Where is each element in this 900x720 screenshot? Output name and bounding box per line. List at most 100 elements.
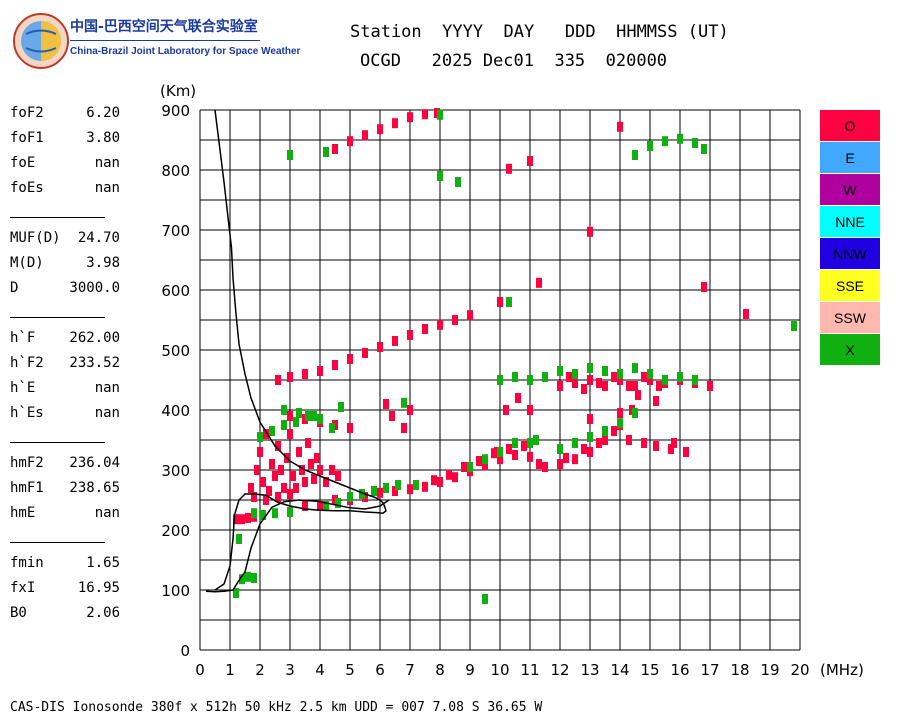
echo-point-x bbox=[527, 438, 533, 448]
echo-point-o bbox=[377, 342, 383, 352]
echo-point-o bbox=[557, 459, 563, 469]
echo-point-x bbox=[359, 489, 365, 499]
echo-point-o bbox=[566, 372, 572, 382]
echo-point-x bbox=[587, 363, 593, 373]
legend-item-nnw: NNW bbox=[820, 238, 880, 269]
echo-point-o bbox=[596, 378, 602, 388]
echo-point-o bbox=[572, 378, 578, 388]
param-row: foF2 6.20 bbox=[10, 105, 120, 125]
echo-point-o bbox=[263, 495, 269, 505]
echo-point-o bbox=[707, 381, 713, 391]
echo-point-o bbox=[581, 444, 587, 454]
param-label: hmF1 bbox=[10, 480, 44, 496]
param-label: hmE bbox=[10, 505, 36, 521]
param-value: nan bbox=[94, 405, 120, 421]
echo-point-o bbox=[290, 471, 296, 481]
echo-point-o bbox=[635, 390, 641, 400]
echo-point-o bbox=[446, 469, 452, 480]
echo-point-x bbox=[233, 588, 239, 598]
echo-point-o bbox=[392, 486, 398, 496]
param-row: hmF2 236.04 bbox=[10, 455, 120, 475]
param-value: 262.00 bbox=[69, 330, 120, 346]
param-label: fmin bbox=[10, 555, 44, 571]
lab-logo bbox=[13, 13, 69, 69]
param-separator bbox=[10, 217, 105, 218]
echo-point-o bbox=[587, 414, 593, 424]
echo-point-o bbox=[452, 315, 458, 325]
echo-point-x bbox=[305, 411, 311, 421]
echo-point-x bbox=[647, 141, 653, 151]
echo-point-o bbox=[389, 411, 395, 421]
x-tick-label: 4 bbox=[315, 661, 325, 679]
echo-point-o bbox=[557, 381, 563, 391]
y-tick-label: 800 bbox=[161, 162, 190, 180]
param-label: h`E bbox=[10, 380, 36, 396]
echo-point-x bbox=[677, 133, 683, 144]
echo-point-o bbox=[653, 441, 659, 451]
echo-point-x bbox=[383, 483, 389, 493]
lab-name-english: China-Brazil Joint Laboratory for Space … bbox=[70, 46, 301, 57]
echo-point-o bbox=[299, 465, 305, 475]
x-tick-label: 17 bbox=[700, 661, 719, 679]
echo-point-o bbox=[392, 118, 398, 129]
echo-point-x bbox=[557, 366, 563, 376]
x-tick-label: 20 bbox=[790, 661, 809, 679]
echo-point-o bbox=[275, 492, 281, 502]
echo-point-o bbox=[254, 465, 260, 475]
param-separator bbox=[10, 317, 105, 318]
echo-point-o bbox=[302, 369, 308, 379]
echo-point-o bbox=[317, 366, 323, 376]
echo-point-o bbox=[335, 471, 341, 481]
echo-point-o bbox=[587, 447, 593, 457]
param-value: 236.04 bbox=[69, 455, 120, 471]
echo-point-x bbox=[293, 417, 299, 427]
param-value: nan bbox=[94, 380, 120, 396]
echo-point-o bbox=[617, 375, 623, 385]
param-label: foEs bbox=[10, 180, 44, 196]
lab-name-chinese: 中国-巴西空间天气联合实验室 bbox=[70, 19, 258, 35]
param-value: 3.98 bbox=[86, 255, 120, 271]
echo-point-o bbox=[302, 501, 308, 511]
echo-point-x bbox=[371, 486, 377, 496]
y-tick-label: 0 bbox=[180, 642, 190, 660]
param-row: hmF1 238.65 bbox=[10, 480, 120, 500]
echo-point-x bbox=[632, 363, 638, 373]
echo-point-x bbox=[506, 297, 512, 307]
echo-point-o bbox=[521, 441, 527, 451]
echo-point-o bbox=[314, 453, 320, 463]
echo-point-o bbox=[347, 423, 353, 433]
echo-point-x bbox=[323, 501, 329, 511]
echo-point-o bbox=[497, 297, 503, 307]
echo-point-x bbox=[701, 144, 707, 154]
param-value: 238.65 bbox=[69, 480, 120, 496]
echo-point-o bbox=[248, 483, 254, 493]
echo-point-x bbox=[512, 372, 518, 382]
legend-item-o: O bbox=[820, 110, 880, 141]
param-value: 2.06 bbox=[86, 605, 120, 621]
echo-point-x bbox=[338, 402, 344, 412]
echo-point-o bbox=[407, 330, 413, 340]
param-row: h`F 262.00 bbox=[10, 330, 120, 350]
echo-point-o bbox=[266, 486, 272, 496]
echo-point-o bbox=[581, 384, 587, 394]
param-row: fxI 16.95 bbox=[10, 580, 120, 600]
x-tick-label: 1 bbox=[225, 661, 235, 679]
instrument-footer: CAS-DIS Ionosonde 380f x 512h 50 kHz 2.5… bbox=[10, 700, 543, 715]
echo-point-o bbox=[476, 456, 482, 466]
echo-point-x bbox=[251, 573, 257, 583]
y-tick-label: 600 bbox=[161, 282, 190, 300]
param-value: 233.52 bbox=[69, 355, 120, 371]
legend-item-w: W bbox=[820, 174, 880, 205]
param-value: nan bbox=[94, 505, 120, 521]
echo-point-x bbox=[482, 454, 488, 465]
x-tick-label: 3 bbox=[285, 661, 295, 679]
echo-point-x bbox=[437, 109, 443, 120]
param-row: M(D) 3.98 bbox=[10, 255, 120, 275]
echo-point-o bbox=[617, 408, 623, 418]
echo-point-o bbox=[701, 282, 707, 292]
legend-item-ssw: SSW bbox=[820, 302, 880, 333]
echo-point-x bbox=[512, 438, 518, 448]
echo-point-o bbox=[239, 514, 245, 525]
x-tick-label: 15 bbox=[640, 661, 659, 679]
param-row: D 3000.0 bbox=[10, 280, 120, 300]
